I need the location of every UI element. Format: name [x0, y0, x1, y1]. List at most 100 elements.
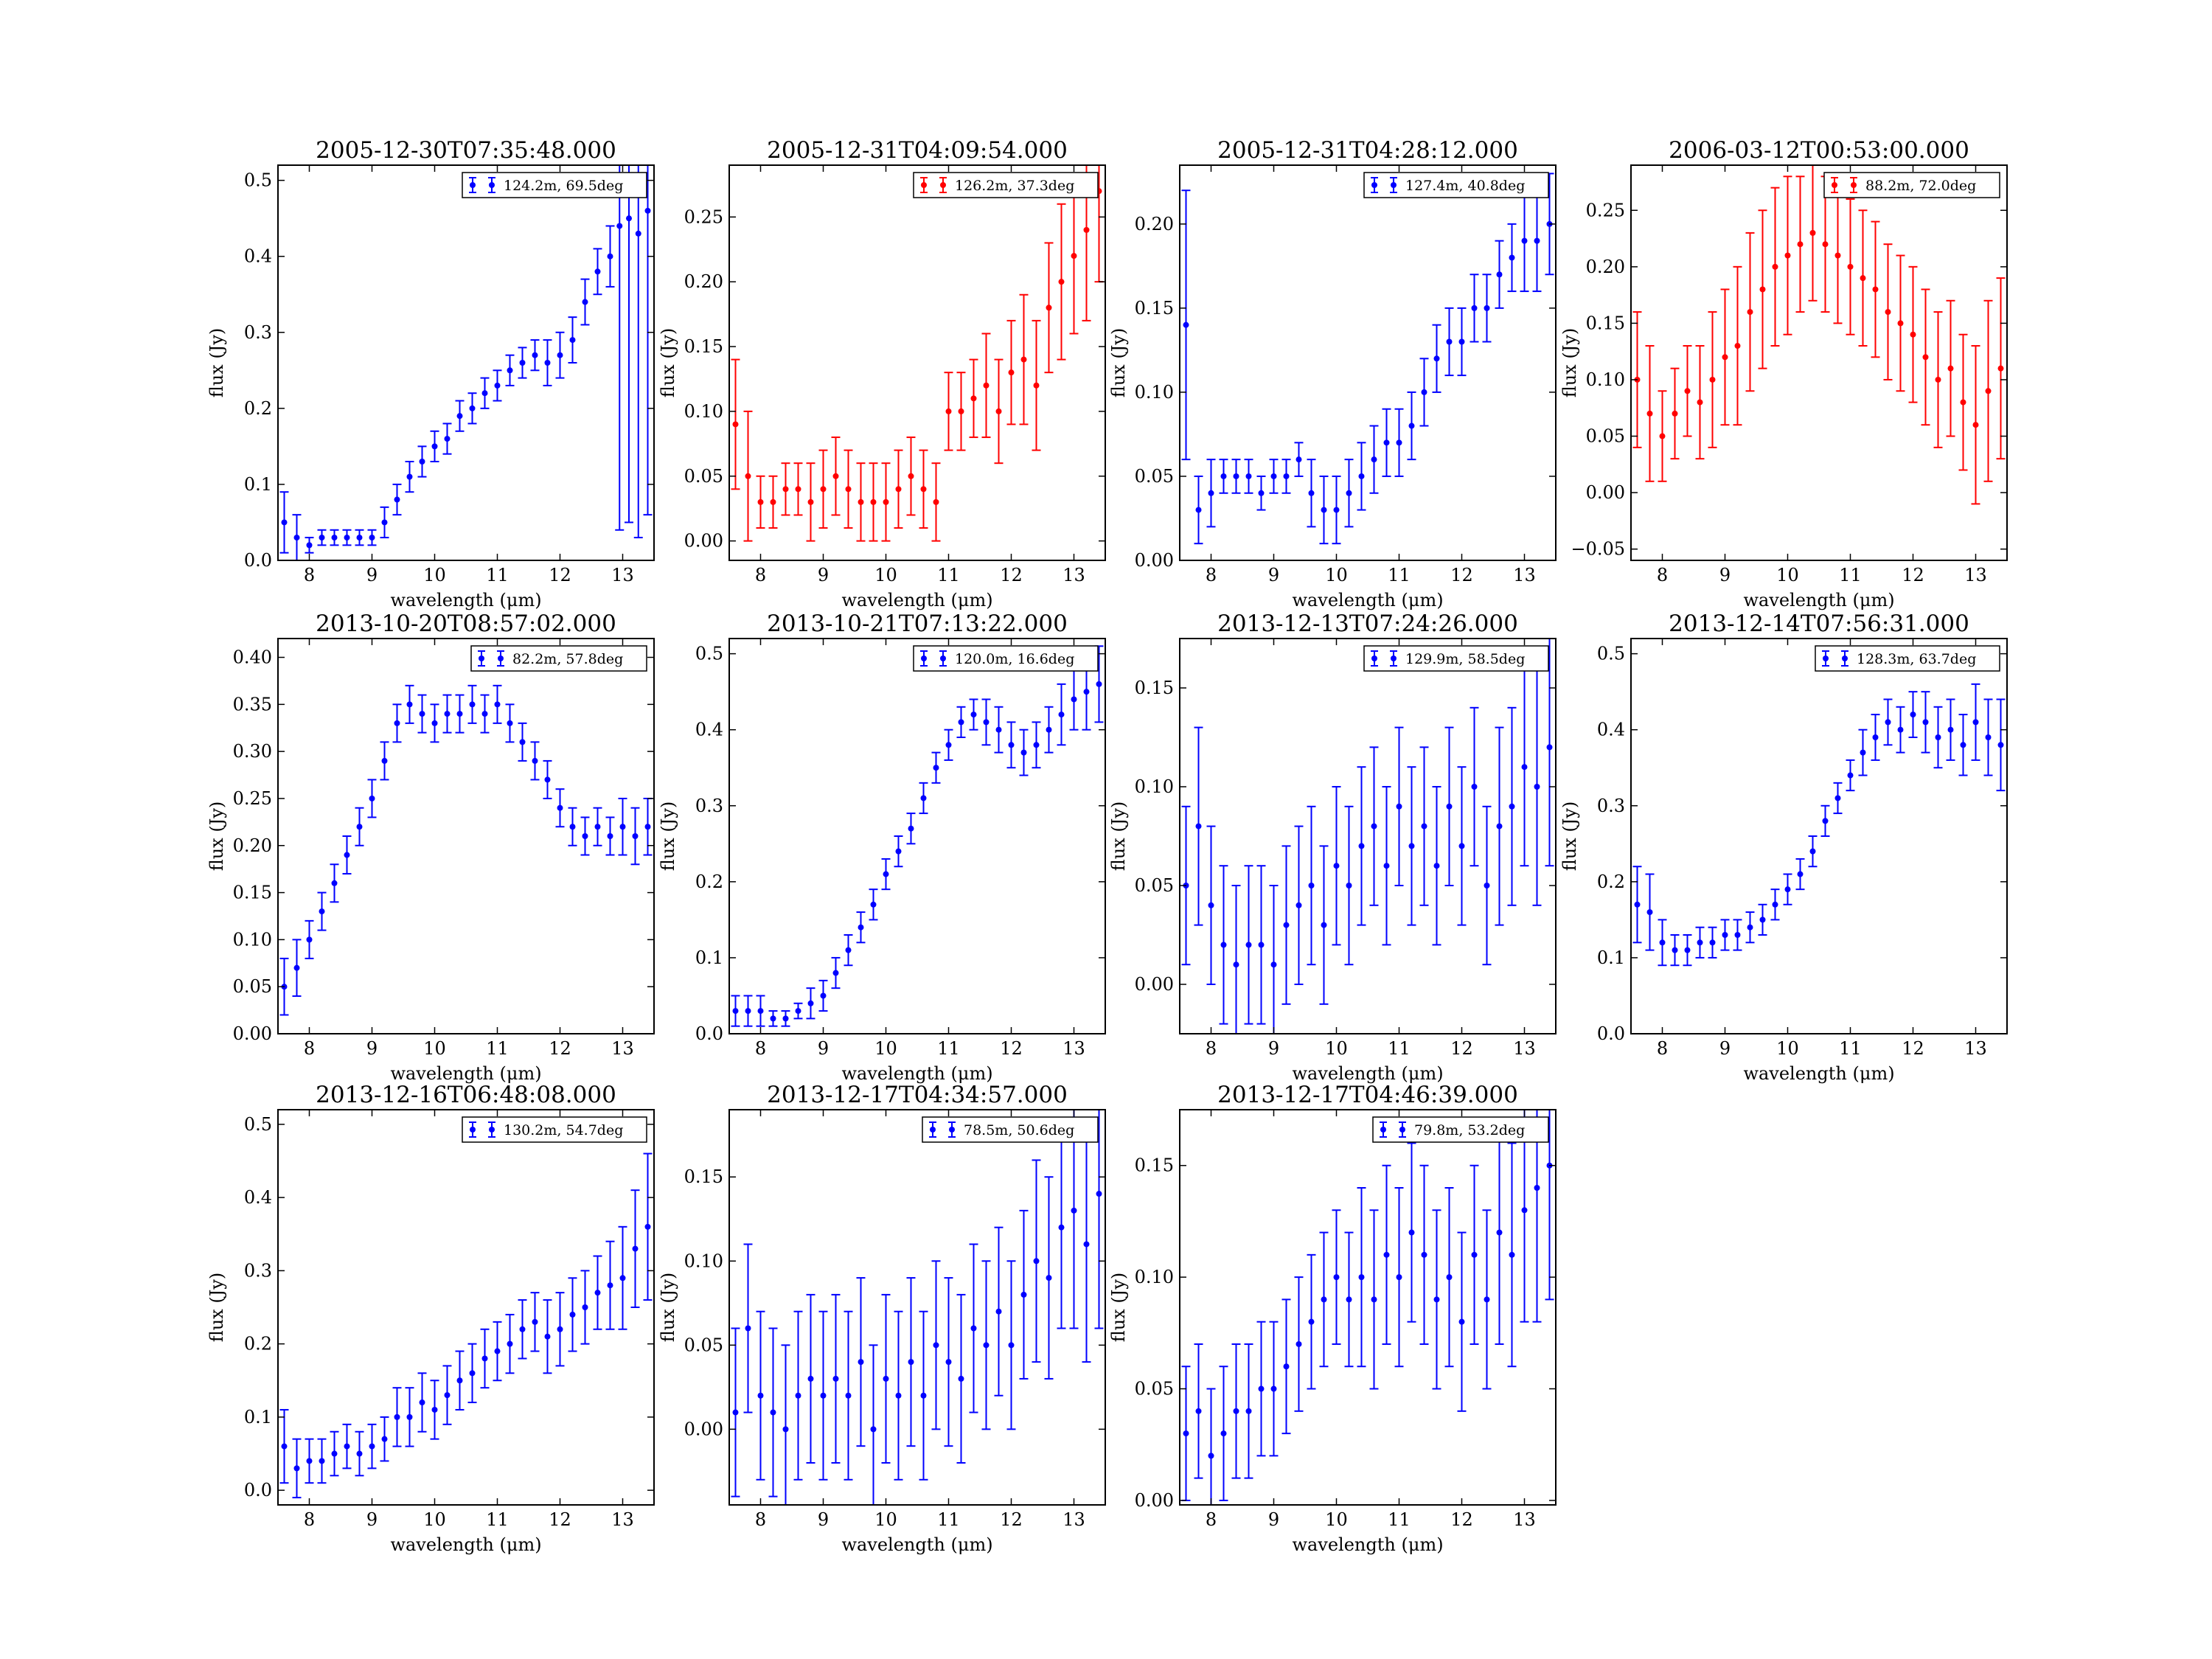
- y-tick-label: 0.05: [684, 1335, 723, 1355]
- data-point: [881, 858, 891, 891]
- marker: [469, 1370, 476, 1377]
- marker: [1484, 883, 1490, 888]
- data-point: [1032, 319, 1041, 451]
- marker: [1033, 742, 1040, 748]
- x-axis-label: wavelength (μm): [390, 1534, 541, 1555]
- marker: [933, 498, 939, 505]
- data-point: [1820, 804, 1830, 837]
- marker: [1496, 271, 1503, 278]
- data-point: [731, 995, 740, 1027]
- data-point: [1532, 667, 1542, 906]
- marker: [1270, 473, 1277, 479]
- marker: [1521, 764, 1528, 771]
- x-tick-label: 13: [1513, 1038, 1536, 1059]
- marker: [832, 1375, 839, 1382]
- data-point: [1457, 1231, 1467, 1412]
- y-tick-label: 0.10: [1135, 382, 1174, 403]
- legend-label: 130.2m, 54.7deg: [504, 1122, 623, 1138]
- data-point: [1507, 1142, 1517, 1368]
- marker: [1333, 863, 1340, 869]
- subplot-title: 2013-12-17T04:34:57.000: [767, 1082, 1068, 1108]
- marker: [1997, 742, 2004, 748]
- data-point: [1658, 390, 1667, 482]
- data-point: [605, 816, 615, 856]
- data-point: [1645, 873, 1655, 951]
- x-axis-label: wavelength (μm): [841, 1063, 992, 1084]
- marker: [1659, 433, 1666, 439]
- data-point: [1808, 835, 1818, 868]
- data-point: [1996, 277, 2006, 460]
- data-point: [856, 462, 866, 542]
- data-point: [1407, 1142, 1416, 1323]
- y-tick-label: 0.4: [244, 1187, 272, 1208]
- marker: [469, 701, 476, 708]
- marker: [344, 852, 350, 858]
- data-point: [442, 694, 452, 734]
- marker: [1860, 275, 1866, 282]
- marker: [745, 473, 751, 479]
- marker: [1446, 338, 1453, 345]
- data-point: [1933, 706, 1943, 769]
- x-tick-label: 13: [611, 1509, 634, 1530]
- y-axis-label: flux (Jy): [658, 1273, 678, 1343]
- data-point: [768, 1327, 778, 1498]
- data-point: [292, 1438, 302, 1499]
- data-point: [1683, 934, 1692, 967]
- legend-marker: [1823, 655, 1829, 661]
- marker: [626, 215, 632, 222]
- marker: [1270, 1385, 1277, 1392]
- marker: [532, 352, 538, 358]
- data-point: [1269, 459, 1279, 494]
- marker: [920, 1392, 927, 1399]
- data-point: [292, 514, 302, 560]
- data-point: [543, 759, 552, 799]
- marker: [1822, 241, 1829, 248]
- legend-marker: [1380, 1127, 1386, 1133]
- marker: [1935, 734, 1941, 740]
- plot-area: [1181, 639, 1554, 1034]
- y-tick-label: 0.4: [1597, 720, 1625, 740]
- data-point: [1983, 299, 1993, 482]
- y-tick-label: 0.10: [233, 929, 272, 950]
- marker: [1847, 263, 1854, 270]
- x-tick-label: 8: [755, 1038, 766, 1059]
- marker: [456, 711, 463, 717]
- marker: [1697, 939, 1703, 946]
- plot-area: [731, 165, 1104, 542]
- data-point: [894, 449, 903, 529]
- legend: 126.2m, 37.3deg: [913, 172, 1099, 198]
- data-point: [317, 891, 327, 931]
- marker: [1195, 823, 1202, 830]
- data-point: [1908, 265, 1918, 403]
- marker: [1096, 1191, 1102, 1197]
- marker: [1083, 689, 1090, 695]
- data-point: [417, 445, 427, 478]
- subplot-8: 2013-12-14T07:56:31.000 8 9 10 11 12 13 0.0 0.1 0…: [1559, 611, 2008, 1084]
- x-tick-label: 8: [755, 565, 766, 585]
- legend-marker: [921, 182, 927, 188]
- data-point: [625, 165, 633, 524]
- marker: [1033, 1258, 1040, 1265]
- marker: [369, 1443, 375, 1450]
- legend-label: 78.5m, 50.6deg: [964, 1122, 1074, 1138]
- data-point: [1194, 475, 1203, 545]
- data-point: [1357, 766, 1366, 926]
- data-point: [1770, 187, 1780, 347]
- data-point: [1394, 1186, 1404, 1368]
- x-tick-label: 11: [486, 1038, 509, 1059]
- subplot-title: 2013-12-17T04:46:39.000: [1217, 1082, 1518, 1108]
- marker: [519, 1326, 526, 1332]
- data-point: [1244, 865, 1253, 1025]
- data-point: [568, 1277, 577, 1352]
- marker: [820, 486, 827, 493]
- marker: [344, 1443, 350, 1450]
- data-point: [1946, 698, 1955, 761]
- data-point: [944, 728, 953, 761]
- marker: [1885, 309, 1891, 316]
- marker: [569, 1311, 576, 1318]
- data-point: [994, 1226, 1004, 1397]
- y-tick-label: 0.0: [1597, 1023, 1625, 1044]
- legend-marker: [470, 1127, 476, 1133]
- marker: [1809, 848, 1816, 855]
- marker: [1208, 1453, 1214, 1459]
